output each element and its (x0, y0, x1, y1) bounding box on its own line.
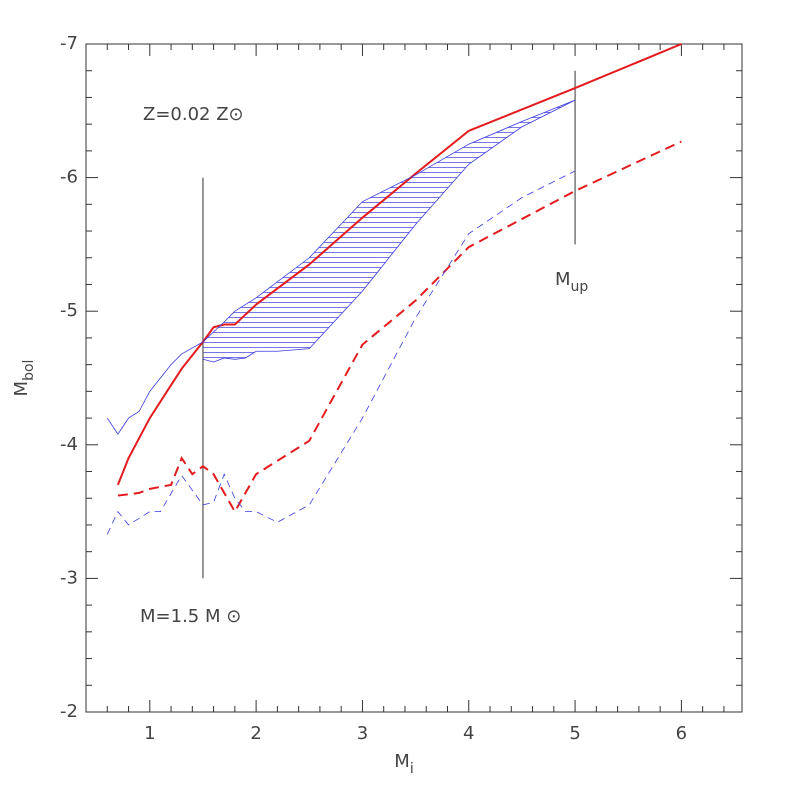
y-tick-label: -5 (60, 300, 78, 321)
annotation: M=1.5 M ⊙ (140, 606, 241, 627)
y-axis-label: Mbol (11, 360, 37, 397)
y-axis-label-main: M (11, 381, 32, 397)
y-tick-label: -7 (60, 33, 78, 54)
series-line (202, 99, 576, 363)
hatched-band (202, 100, 576, 362)
plot-frame (85, 43, 743, 713)
x-tick-label: 6 (676, 723, 687, 744)
series-line (106, 99, 576, 435)
series-line (106, 170, 576, 535)
series-line (117, 140, 682, 514)
x-tick-label: 1 (144, 723, 155, 744)
y-tick-label: -6 (60, 167, 78, 188)
x-axis-label-sub: i (410, 761, 414, 777)
annotation: Z=0.02 Z⊙ (143, 104, 244, 125)
y-axis-label-sub: bol (21, 360, 37, 381)
annotation-sub: up (571, 279, 589, 295)
x-axis-label-main: M (394, 751, 410, 772)
series-line (116, 43, 682, 486)
x-axis-label: Mi (394, 751, 413, 777)
annotation: Mup (555, 269, 588, 295)
annotation-main: M (555, 269, 571, 290)
x-tick-label: 2 (250, 723, 261, 744)
y-tick-label: -4 (60, 434, 78, 455)
x-tick-label: 3 (357, 723, 368, 744)
x-tick-label: 5 (569, 723, 580, 744)
y-tick-label: -3 (60, 567, 78, 588)
y-tick-label: -2 (60, 701, 78, 722)
x-tick-label: 4 (463, 723, 474, 744)
